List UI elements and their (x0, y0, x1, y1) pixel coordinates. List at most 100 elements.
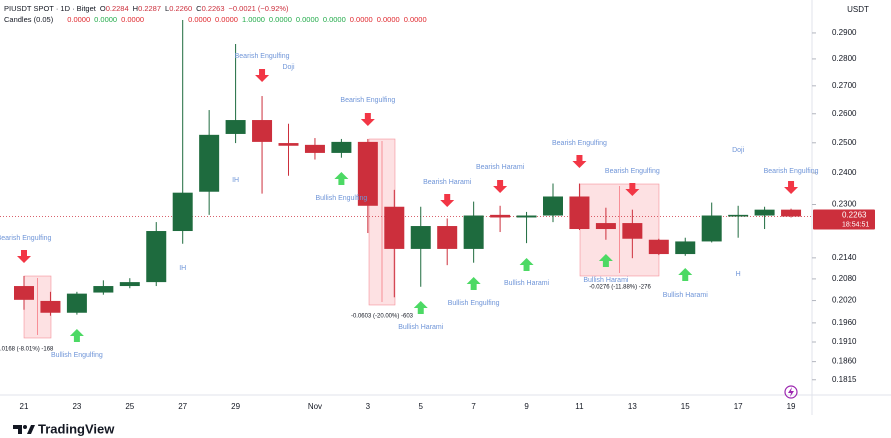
y-tick-label: 0.2700 (832, 81, 857, 90)
y-tick-label: 0.2400 (832, 168, 857, 177)
pattern-label: Bullish Harami (583, 277, 629, 284)
candle-body (225, 120, 246, 134)
event-bolt (788, 387, 794, 397)
ohlc-value: 0.2284 (105, 4, 129, 13)
ohlc-label: H (132, 4, 139, 13)
ohlc-label: O (99, 4, 106, 13)
candle-body (781, 209, 802, 217)
x-tick-label: 23 (72, 402, 81, 411)
x-tick-label: 17 (734, 402, 743, 411)
y-tick-label: 0.2140 (832, 253, 857, 262)
bullish-arrow (334, 172, 349, 185)
pattern-label: Bearish Engulfing (604, 168, 660, 175)
indicator-value: 0.0000 (295, 15, 319, 24)
x-tick-label: 19 (787, 402, 796, 411)
logo (13, 425, 35, 434)
indicator-value: 0.0000 (94, 15, 118, 24)
ohlc-item: O0.2284 (100, 4, 129, 13)
candle-body (252, 120, 273, 142)
candle-body (199, 134, 220, 192)
bullish-arrow (413, 301, 428, 314)
pattern-label: IH (179, 265, 187, 272)
event-icon[interactable] (784, 385, 798, 399)
candle-body (172, 192, 193, 232)
pattern-label: Bullish Harami (503, 280, 550, 287)
candle-body (516, 215, 537, 218)
x-tick-label: 3 (366, 402, 371, 411)
x-tick-label: 21 (20, 402, 29, 411)
indicator-value: 0.0000 (121, 15, 145, 24)
candle-body (595, 223, 616, 230)
bearish-arrow (255, 69, 270, 82)
y-tick-label: 0.2600 (832, 109, 857, 118)
ohlc-value: 0.2263 (201, 4, 225, 13)
pattern-label: Bearish Engulfing (763, 168, 819, 175)
candle-body (754, 209, 775, 216)
indicator-value: 0.0000 (322, 15, 346, 24)
y-tick-label: 0.1860 (832, 357, 857, 366)
ohlc-label: L (165, 4, 170, 13)
candle-body (675, 241, 696, 255)
candle-body (463, 215, 484, 249)
candle-body (14, 286, 34, 300)
bullish-arrow (519, 258, 534, 271)
ohlc-label: C (196, 4, 202, 13)
bullish-arrow (466, 277, 481, 290)
candle-body (66, 293, 87, 313)
indicator-value: 0.0000 (349, 15, 373, 24)
candle-body (357, 141, 378, 206)
indicator-value: 0.0000 (188, 15, 212, 24)
candle-body (304, 144, 325, 153)
x-tick-label: 29 (231, 402, 240, 411)
bearish-arrow (784, 181, 799, 194)
pattern-label: Bullish Engulfing (51, 352, 103, 359)
indicator-value: 1.0000 (241, 15, 265, 24)
change: −0.0021 (−0.92%) (228, 4, 289, 13)
last-price-tag (813, 209, 875, 230)
currency-label: USDT (847, 5, 869, 14)
indicator-value: 0.0000 (376, 15, 400, 24)
indicator-name: Candles (0.05) (4, 15, 54, 24)
y-tick-label: 0.1910 (832, 337, 857, 346)
pattern-label: Bullish Harami (398, 324, 444, 331)
candle-body (384, 206, 405, 249)
x-tick-label: 5 (419, 402, 424, 411)
candle-body (648, 239, 669, 255)
candle-body (278, 143, 299, 146)
ohlc-value: 0.2287 (138, 4, 162, 13)
indicator-value: 0.0000 (215, 15, 238, 24)
pattern-label: Bearish Harami (423, 179, 472, 186)
pattern-label: Bearish Engulfing (552, 140, 607, 147)
y-tick-label: 0.2300 (832, 200, 857, 209)
x-tick-label: 15 (681, 402, 690, 411)
y-tick-label: 0.2900 (832, 28, 857, 37)
bearish-arrow (440, 194, 455, 207)
y-tick-label: 0.2800 (832, 54, 857, 63)
candle-body (490, 214, 511, 218)
pattern-label: H (735, 271, 741, 278)
x-tick-label: 11 (575, 402, 584, 411)
pattern-label: Bullish Engulfing (315, 195, 368, 202)
candle-body (146, 231, 167, 283)
candle-body (543, 196, 563, 216)
x-tick-label: 13 (628, 402, 637, 411)
header-line: PIUSDT SPOT · 1D · Bitget O0.2284 H0.2287… (4, 4, 289, 13)
x-tick-label: 7 (471, 402, 476, 411)
bearish-arrow (360, 113, 375, 126)
ohlc-value: 0.2260 (169, 4, 193, 13)
pattern-label: Doji (732, 147, 745, 154)
last-price-label: 0.2263 (842, 211, 867, 220)
countdown: 18:54:51 (842, 221, 869, 228)
candle-body (410, 226, 431, 249)
pattern-label: IH (232, 177, 240, 184)
pattern-label: Doji (282, 64, 295, 71)
candle-body (93, 286, 114, 293)
indicator-value: 0.0000 (403, 15, 427, 24)
x-tick-label: 9 (524, 402, 529, 411)
symbol-title: PIUSDT SPOT · 1D · Bitget (4, 4, 96, 13)
candle-body (119, 282, 140, 287)
ohlc-item: C0.2263 (196, 4, 224, 13)
y-tick-label: 0.2080 (832, 274, 857, 283)
